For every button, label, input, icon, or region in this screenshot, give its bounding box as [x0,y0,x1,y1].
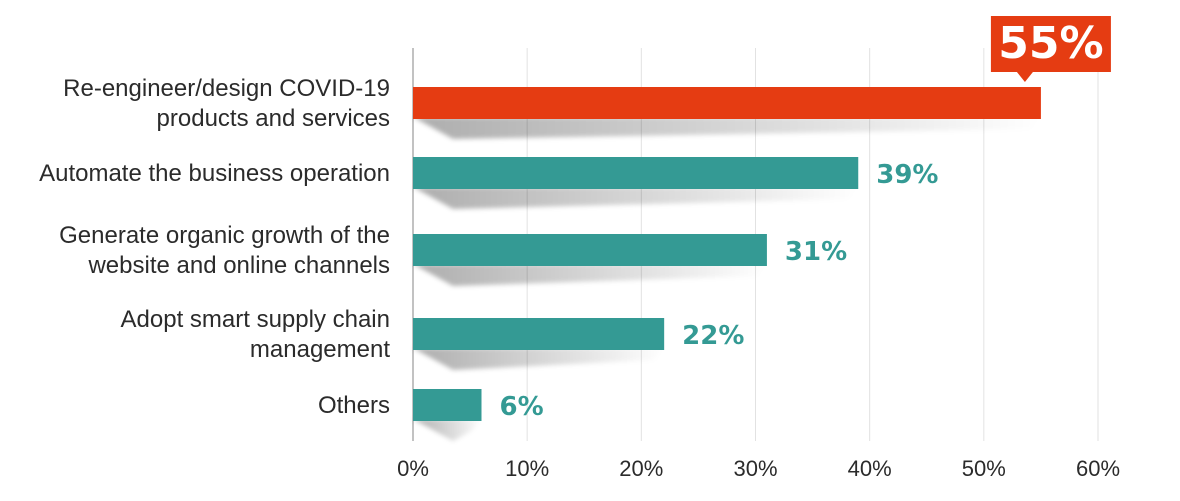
value-label: 22% [682,321,744,351]
category-label: Automate the business operation [39,160,390,187]
bar-shadows [413,117,1041,441]
x-tick-label: 50% [962,456,1006,481]
x-tick-label: 40% [848,456,892,481]
bar [413,389,482,421]
category-label: Re-engineer/design COVID-19 products and … [63,75,390,132]
bar [413,157,859,189]
category-labels: Re-engineer/design COVID-19 products and … [39,75,390,419]
bar-shadow [413,117,1041,139]
x-tick-label: 0% [397,456,429,481]
bar [413,87,1041,119]
bar-shadow [413,264,767,286]
value-label: 31% [785,237,847,267]
value-label: 39% [876,160,938,190]
category-label: Generate organic growth of the website an… [59,222,390,279]
x-tick-label: 20% [619,456,663,481]
bar [413,318,665,350]
x-tick-label: 10% [505,456,549,481]
bar-shadow [413,348,665,370]
bars [413,87,1041,421]
x-tick-label: 60% [1076,456,1120,481]
highlight-callout [990,16,1111,82]
bar [413,234,767,266]
value-label: 6% [500,392,544,422]
bar-shadow [413,187,859,209]
x-tick-label: 30% [733,456,777,481]
category-label: Others [318,392,390,419]
value-label: 55% [998,18,1103,69]
x-tick-labels: 0% 10% 20% 30% 40% 50% 60% [397,456,1120,481]
bar-shadow [413,419,482,441]
value-labels: 55% 39% 31% 22% 6% [500,16,1111,422]
category-label: Adopt smart supply chain management [121,306,391,363]
